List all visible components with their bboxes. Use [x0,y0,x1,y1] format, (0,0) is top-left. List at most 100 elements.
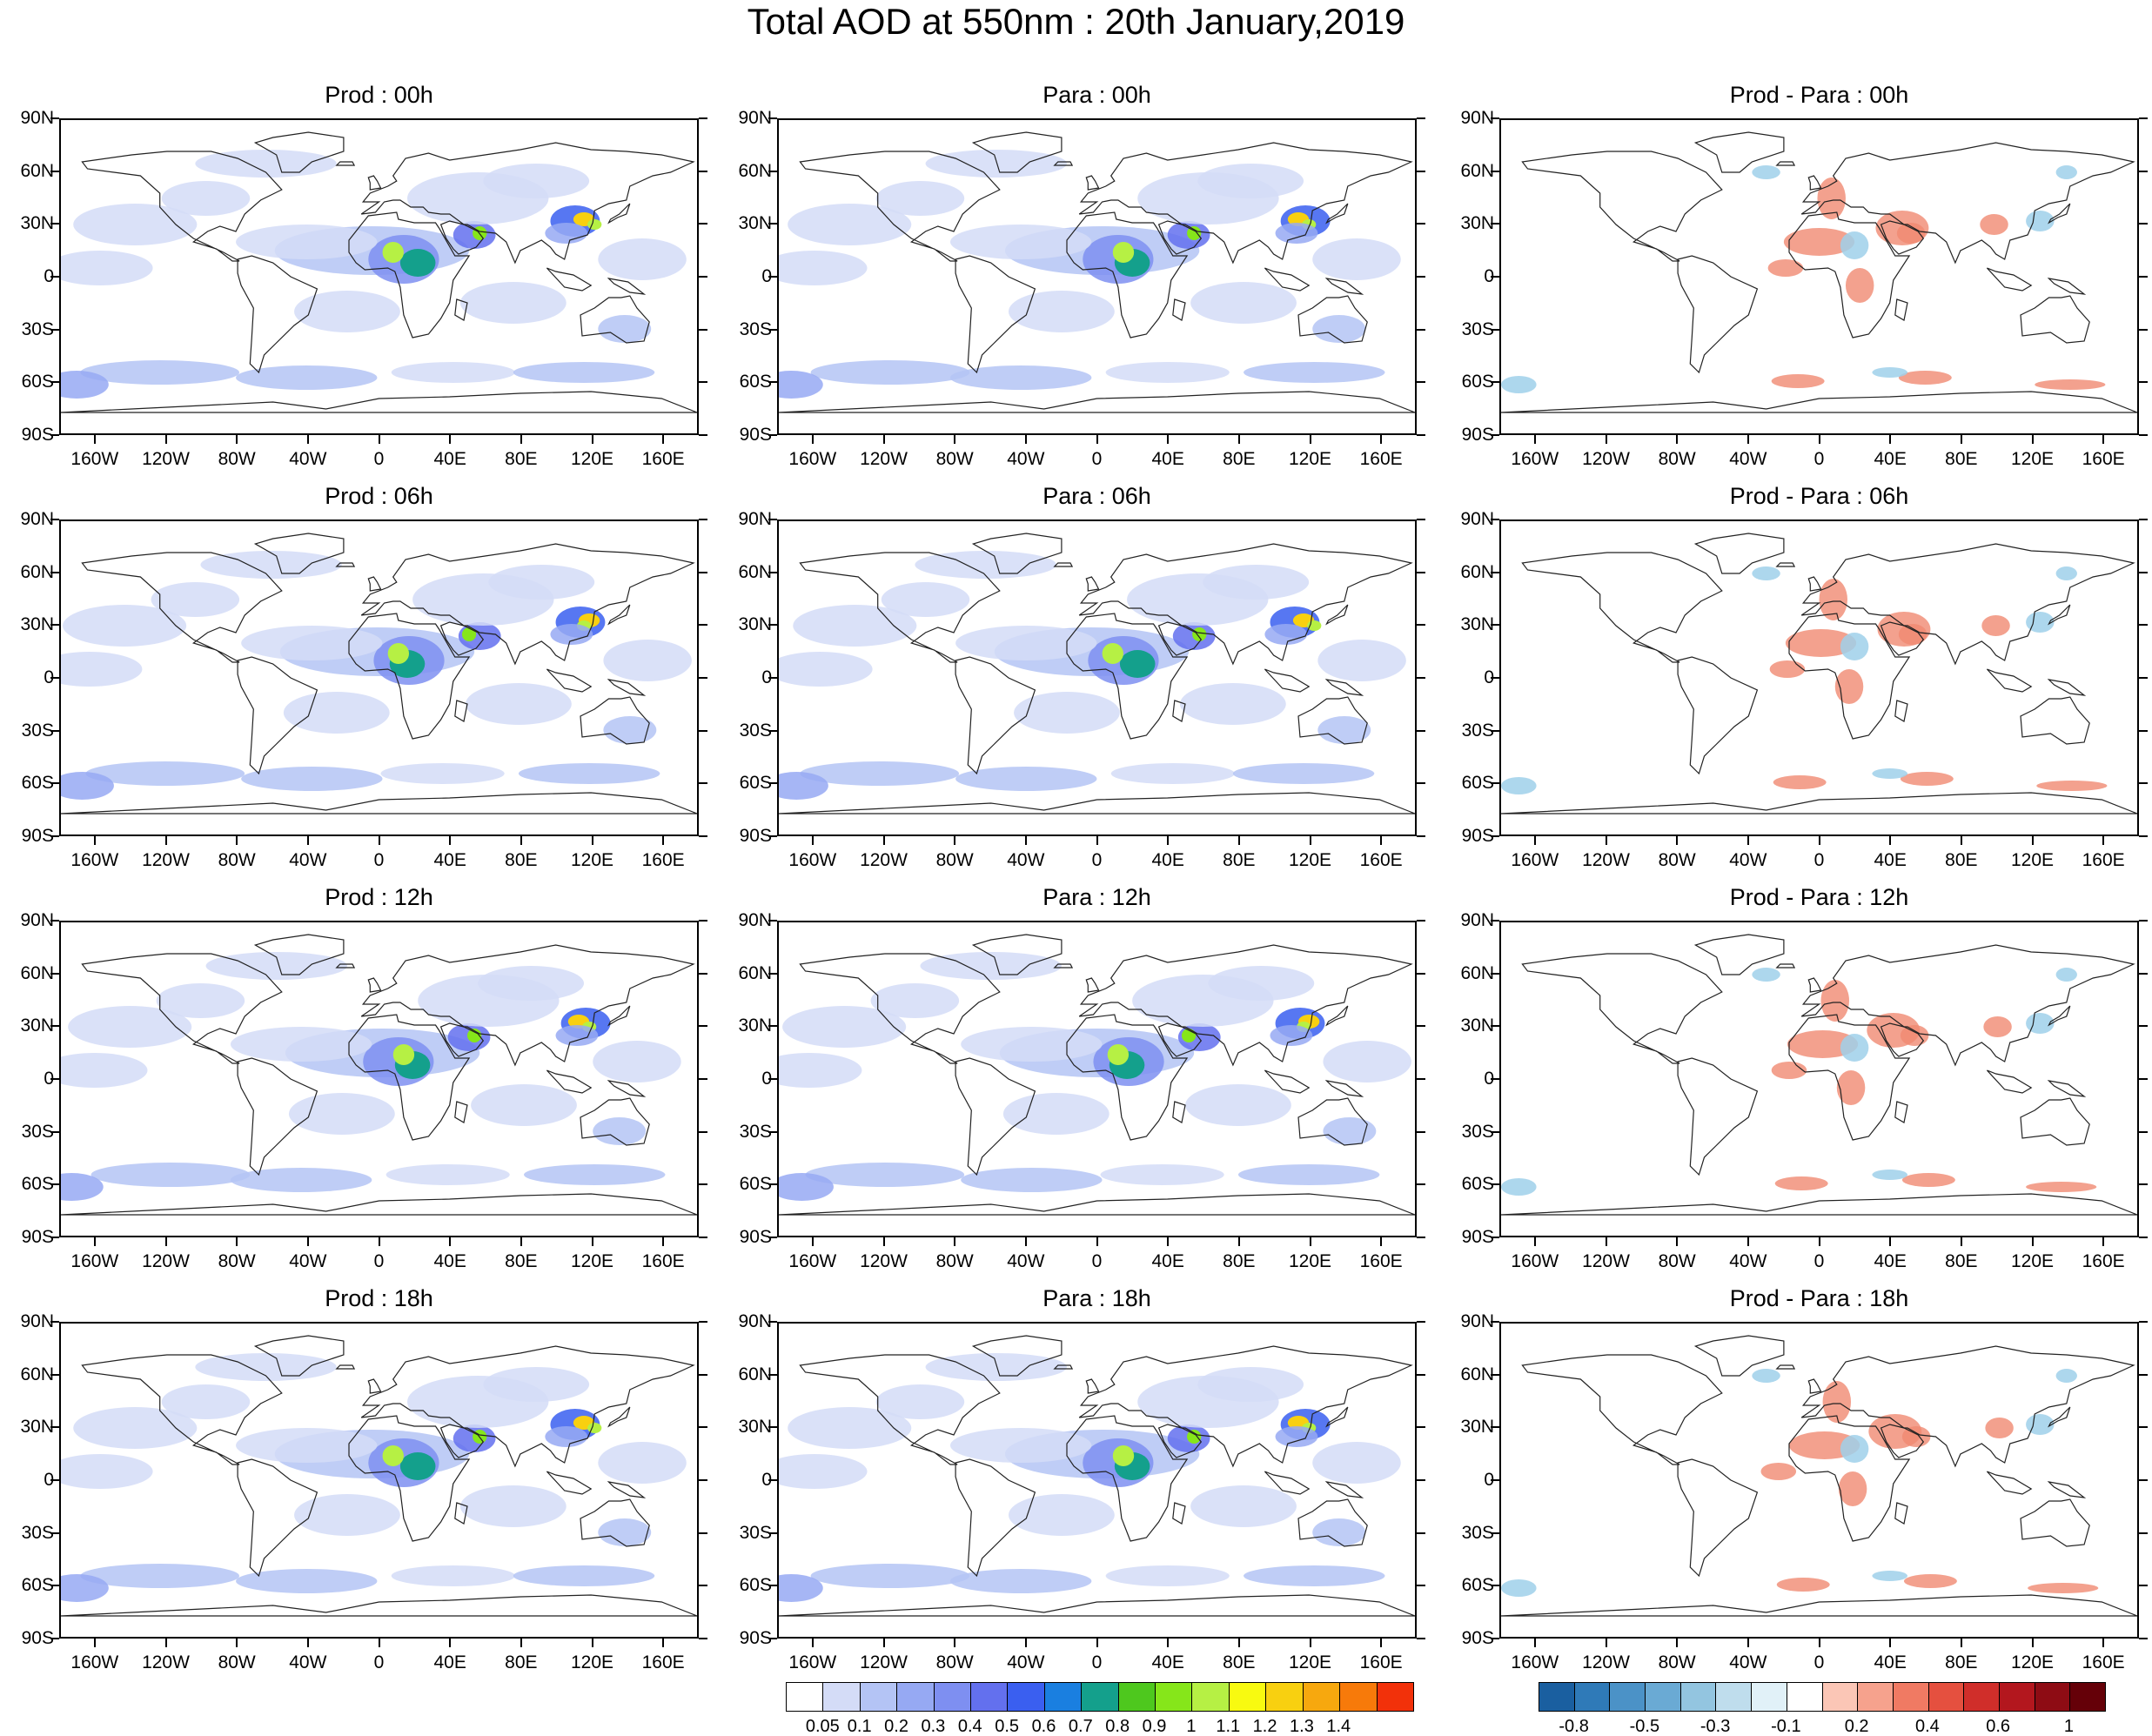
coastline [2020,295,2090,344]
latitude-tick [768,1078,777,1080]
colorbar-box [1610,1683,1646,1711]
latitude-tick [1491,1237,1499,1238]
latitude-label: 60N [20,561,54,582]
latitude-label: 30S [739,318,772,339]
colorbar-box [1156,1683,1193,1711]
coastline [971,131,1063,173]
latitude-tick [1417,223,1425,225]
coastline [955,1458,1036,1578]
aerosol-region [1203,565,1310,600]
latitude-tick [699,729,707,732]
longitude-tick [662,836,665,845]
aerosol-region [161,181,251,216]
latitude-tick [1417,328,1425,331]
latitude-tick [1417,1426,1425,1429]
longitude-tick [1889,435,1892,444]
colorbar-label: 0.7 [1068,1717,1093,1736]
latitude-label: 0 [1484,1470,1494,1490]
aerosol-region [513,1565,655,1586]
latitude-tick [768,972,777,975]
aerosol-region [1014,692,1120,734]
aerosol-region [382,1445,404,1466]
latitude-tick [699,434,707,436]
latitude-label: 90N [738,1311,772,1331]
aerosol-region [488,565,595,600]
longitude-label: 160W [70,1652,119,1672]
coastline [439,621,485,656]
latitude-tick [768,1426,777,1429]
colorbar-label: 0.8 [1105,1717,1130,1736]
longitude-label: 0 [1091,449,1103,469]
aerosol-region [1190,1485,1297,1527]
aerosol-region [598,238,687,280]
latitude-tick [2139,972,2148,975]
longitude-tick [1960,435,1962,444]
latitude-tick [768,571,777,573]
longitude-tick [2102,1237,2105,1246]
positive-difference-region [1819,579,1847,620]
aerosol-region [288,1093,395,1135]
colorbar-boxes [1539,1682,2106,1712]
latitude-tick [1417,1183,1425,1186]
coastline [1986,1471,2033,1495]
aerosol-region [518,763,660,784]
longitude-tick [1746,1639,1749,1647]
longitude-label: 120W [1582,850,1630,870]
longitude-tick [811,836,814,845]
longitude-tick [520,836,522,845]
latitude-tick [2139,1479,2148,1481]
latitude-tick [50,1078,59,1080]
coastline [1775,161,1796,166]
longitude-tick [1676,836,1679,845]
latitude-label: 60S [1461,773,1494,794]
aerosol-region [1244,362,1385,383]
positive-difference-region [1771,1062,1807,1079]
longitude-tick [1096,435,1098,444]
longitude-tick [1237,836,1240,845]
latitude-tick [1417,835,1425,837]
map-panel-para-18h: Para : 18h 90N 60N 30N 0 30S 60S 90S 160W 120W 80W… [738,1285,1425,1672]
latitude-label: 30N [738,213,772,234]
panel-title: Prod : 06h [325,483,433,509]
latitude-tick [699,328,707,331]
latitude-tick [699,1638,707,1639]
coastline [779,792,1415,814]
aerosol-region [593,1041,681,1082]
latitude-label: 90S [739,1628,772,1648]
positive-difference-region [1776,1578,1830,1592]
colorbar-box [1646,1683,1681,1711]
coastline [580,696,650,745]
latitude-tick [1417,170,1425,172]
latitude-tick [768,519,777,520]
longitude-label: 120E [1288,449,1332,469]
coastline [1066,1014,1189,1141]
latitude-label: 30N [1460,614,1494,635]
longitude-tick [1605,1237,1607,1246]
latitude-label: 30S [21,1522,54,1543]
colorbar-box [1303,1683,1341,1711]
longitude-label: 40W [1729,1652,1767,1672]
latitude-tick [699,223,707,225]
coastline [1693,934,1785,975]
longitude-label: 80W [935,850,974,870]
coastline [1264,668,1311,693]
aerosol-region [161,1384,251,1419]
latitude-label: 30N [20,1417,54,1438]
longitude-label: 120W [142,449,190,469]
latitude-tick [1417,782,1425,785]
latitude-label: 30N [20,1015,54,1036]
longitude-label: 160W [1511,1652,1559,1672]
latitude-tick [50,223,59,225]
longitude-label: 0 [373,850,385,870]
latitude-tick [768,1638,777,1639]
latitude-tick [768,624,777,627]
negative-difference-region [2055,968,2077,982]
longitude-tick [378,1237,380,1246]
latitude-label: 90N [738,108,772,128]
latitude-tick [1417,1025,1425,1028]
longitude-tick [662,1639,665,1647]
latitude-label: 90N [1460,910,1494,930]
difference-field [1501,131,2137,413]
latitude-tick [768,1321,777,1323]
positive-difference-region [1898,624,1927,645]
